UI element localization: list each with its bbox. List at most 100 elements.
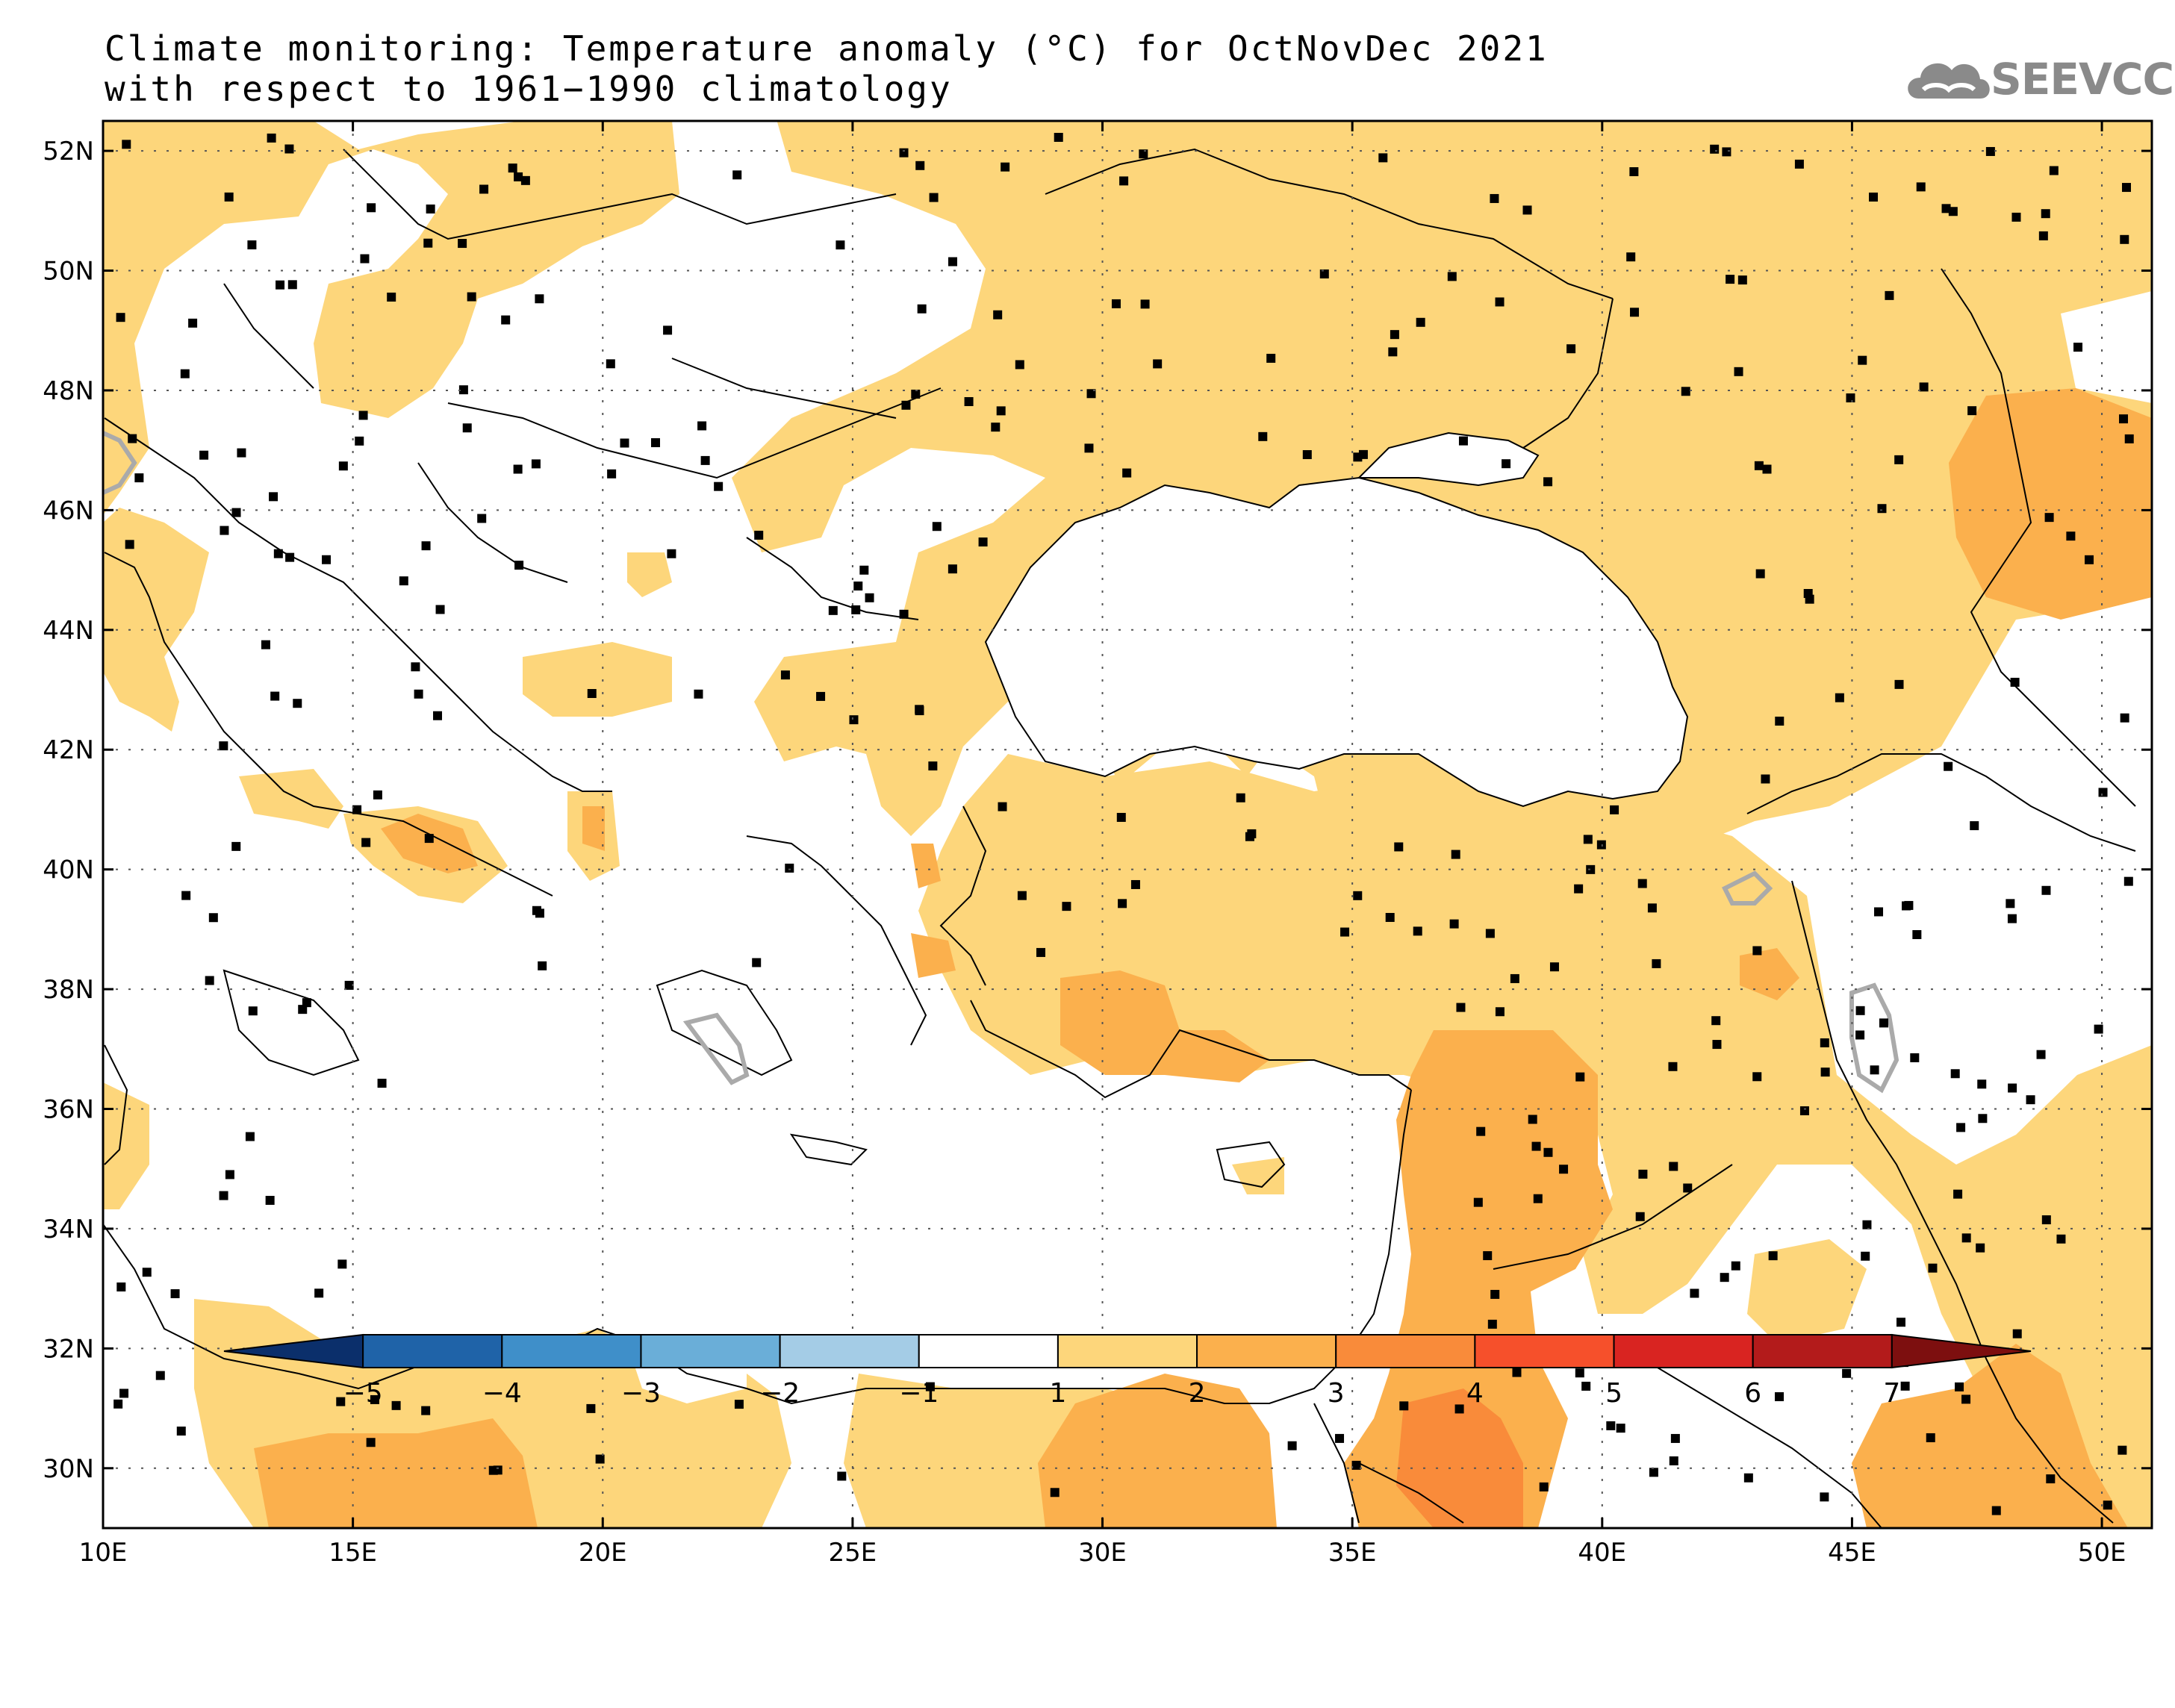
station-marker bbox=[929, 193, 939, 202]
station-marker bbox=[1961, 1233, 1971, 1243]
azov-sea bbox=[1357, 431, 1540, 487]
station-marker bbox=[1139, 149, 1148, 159]
colorbar-level-label: 3 bbox=[1328, 1378, 1345, 1409]
station-marker bbox=[514, 172, 523, 181]
station-marker bbox=[1846, 393, 1855, 403]
station-marker bbox=[336, 1397, 346, 1406]
cloud-logo-icon bbox=[1908, 63, 1990, 99]
station-marker bbox=[1737, 275, 1747, 285]
station-marker bbox=[1877, 504, 1887, 514]
station-marker bbox=[1388, 347, 1398, 357]
colorbar-box bbox=[1057, 1334, 1198, 1368]
station-marker bbox=[1916, 182, 1926, 192]
colorbar-level-label: 7 bbox=[1883, 1378, 1900, 1409]
anomaly-field bbox=[103, 121, 2152, 1528]
station-marker bbox=[964, 396, 974, 406]
station-marker bbox=[2046, 1474, 2056, 1484]
station-marker bbox=[2012, 1329, 2022, 1338]
station-marker bbox=[1539, 1482, 1549, 1492]
station-marker bbox=[650, 438, 660, 448]
station-marker bbox=[387, 292, 396, 302]
station-marker bbox=[269, 492, 279, 502]
station-marker bbox=[996, 406, 1006, 416]
lat-tick-label: 46N bbox=[43, 496, 94, 526]
station-marker bbox=[1495, 1007, 1505, 1017]
colorbar-box bbox=[640, 1334, 781, 1368]
station-marker bbox=[1084, 443, 1094, 453]
station-marker bbox=[2066, 532, 2076, 541]
colorbar-right-arrow bbox=[1891, 1333, 2032, 1369]
station-marker bbox=[948, 257, 958, 267]
station-marker bbox=[1502, 459, 1511, 469]
station-marker bbox=[1820, 1492, 1829, 1502]
station-marker bbox=[1626, 252, 1636, 262]
station-marker bbox=[697, 421, 707, 431]
station-marker bbox=[1416, 317, 1425, 327]
colorbar-labels: −5 −4 −3 −2 −1 1 2 3 4 5 6 7 bbox=[343, 1378, 1901, 1409]
station-marker bbox=[1928, 1263, 1938, 1273]
latitude-labels: 30N 32N 34N 36N 38N 40N 42N 44N 46N 48N 50N 52N bbox=[43, 137, 94, 1484]
station-marker bbox=[287, 280, 297, 290]
station-marker bbox=[828, 605, 838, 615]
station-marker bbox=[2056, 1234, 2066, 1244]
station-marker bbox=[2098, 788, 2108, 797]
station-marker bbox=[1531, 1141, 1541, 1151]
station-marker bbox=[1637, 879, 1647, 888]
station-marker bbox=[1722, 147, 1731, 157]
station-marker bbox=[1001, 162, 1010, 172]
station-marker bbox=[1820, 1038, 1829, 1047]
coastlines bbox=[103, 148, 2136, 1528]
colorbar-level-label: −1 bbox=[899, 1378, 939, 1409]
station-marker bbox=[344, 980, 354, 990]
station-marker bbox=[1456, 1003, 1466, 1012]
station-marker bbox=[1953, 1189, 1963, 1199]
lat-tick-label: 32N bbox=[43, 1334, 94, 1364]
station-marker bbox=[587, 689, 597, 699]
station-marker bbox=[513, 464, 523, 474]
station-marker bbox=[1991, 1506, 2001, 1515]
station-marker bbox=[1485, 929, 1495, 938]
station-marker bbox=[1775, 1391, 1785, 1401]
lat-tick-label: 42N bbox=[43, 735, 94, 765]
station-marker bbox=[1726, 275, 1735, 284]
colorbar-level-label: 4 bbox=[1466, 1378, 1484, 1409]
station-marker bbox=[1574, 884, 1584, 894]
station-marker bbox=[219, 1191, 228, 1200]
station-marker bbox=[865, 593, 874, 602]
station-marker bbox=[1119, 176, 1129, 186]
station-marker bbox=[1575, 1072, 1585, 1082]
station-marker bbox=[122, 140, 131, 149]
station-marker bbox=[220, 526, 229, 535]
station-marker bbox=[978, 537, 988, 547]
lat-tick-label: 34N bbox=[43, 1215, 94, 1244]
station-marker bbox=[780, 670, 790, 680]
colorbar bbox=[223, 1333, 2032, 1369]
station-marker bbox=[125, 540, 134, 549]
station-marker bbox=[1869, 192, 1879, 202]
station-marker bbox=[1755, 569, 1765, 579]
lon-tick-label: 25E bbox=[829, 1538, 877, 1568]
station-marker bbox=[424, 834, 434, 844]
station-marker bbox=[119, 1388, 129, 1398]
station-marker bbox=[1247, 829, 1257, 838]
station-marker bbox=[1543, 477, 1553, 487]
station-marker bbox=[1712, 1040, 1722, 1050]
lon-tick-label: 50E bbox=[2078, 1538, 2126, 1568]
station-marker bbox=[225, 1170, 234, 1179]
station-marker bbox=[1652, 959, 1661, 968]
station-marker bbox=[423, 238, 433, 248]
station-marker bbox=[1581, 1381, 1591, 1391]
station-marker bbox=[1862, 1220, 1872, 1229]
station-marker bbox=[595, 1454, 605, 1464]
station-marker bbox=[1385, 912, 1395, 922]
station-marker bbox=[467, 292, 476, 302]
station-marker bbox=[532, 906, 541, 915]
station-marker bbox=[1319, 269, 1329, 278]
station-marker bbox=[752, 958, 762, 967]
station-marker bbox=[433, 711, 443, 720]
station-marker bbox=[785, 863, 794, 873]
station-marker bbox=[667, 549, 676, 558]
station-marker bbox=[284, 144, 294, 154]
station-marker bbox=[1743, 1473, 1753, 1483]
